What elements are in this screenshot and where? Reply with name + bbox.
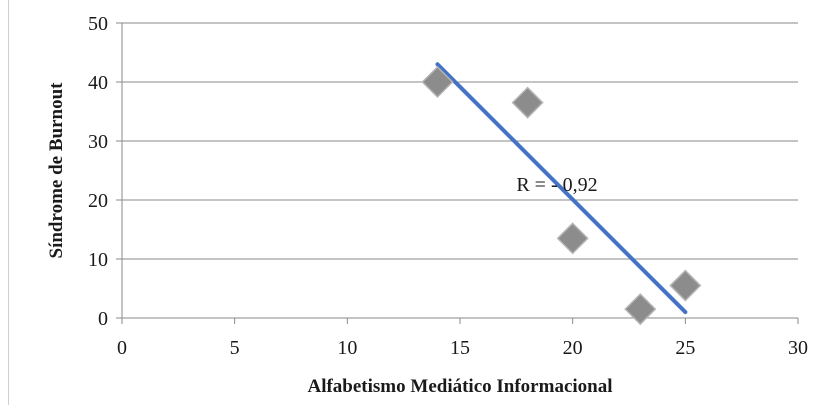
- y-axis-title: Síndrome de Burnout: [46, 82, 67, 259]
- y-tick-label: 0: [98, 308, 108, 330]
- data-point-diamond: [624, 293, 657, 326]
- gridlines: [122, 22, 798, 260]
- x-tick-label: 5: [230, 337, 240, 359]
- data-points: [421, 65, 702, 326]
- x-tick-label: 25: [675, 337, 695, 359]
- x-tick-label: 20: [563, 337, 583, 359]
- data-point-diamond: [556, 222, 589, 255]
- trendline-layer: [435, 62, 688, 315]
- x-tick-label: 15: [450, 337, 470, 359]
- y-tick-label: 10: [88, 249, 108, 271]
- data-point-diamond: [669, 269, 702, 302]
- data-point-diamond: [421, 65, 454, 99]
- y-tick-label: 40: [88, 72, 108, 94]
- tick-labels: 0 5 10 15 20 25 30 0 10 20 30 40 50: [88, 13, 808, 359]
- y-tick-label: 30: [88, 131, 108, 153]
- y-tick-label: 20: [88, 190, 108, 212]
- correlation-annotation: R = - 0,92: [516, 174, 597, 196]
- frame-border: [8, 0, 9, 405]
- x-axis-title: Alfabetismo Mediático Informacional: [307, 376, 612, 397]
- y-tick-label: 50: [88, 13, 108, 35]
- x-tick-label: 10: [337, 337, 357, 359]
- x-tick-label: 0: [117, 337, 127, 359]
- trendline: [435, 62, 688, 315]
- axes: [116, 22, 799, 324]
- data-point-diamond: [511, 86, 544, 119]
- x-tick-label: 30: [788, 337, 808, 359]
